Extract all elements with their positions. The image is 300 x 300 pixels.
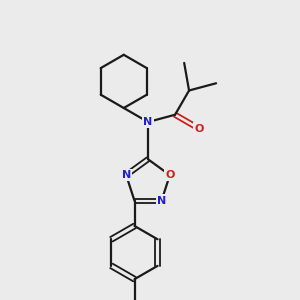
Text: N: N — [143, 117, 153, 127]
Text: O: O — [165, 170, 175, 180]
Text: N: N — [157, 196, 166, 206]
Text: O: O — [195, 124, 204, 134]
Text: N: N — [122, 170, 131, 180]
